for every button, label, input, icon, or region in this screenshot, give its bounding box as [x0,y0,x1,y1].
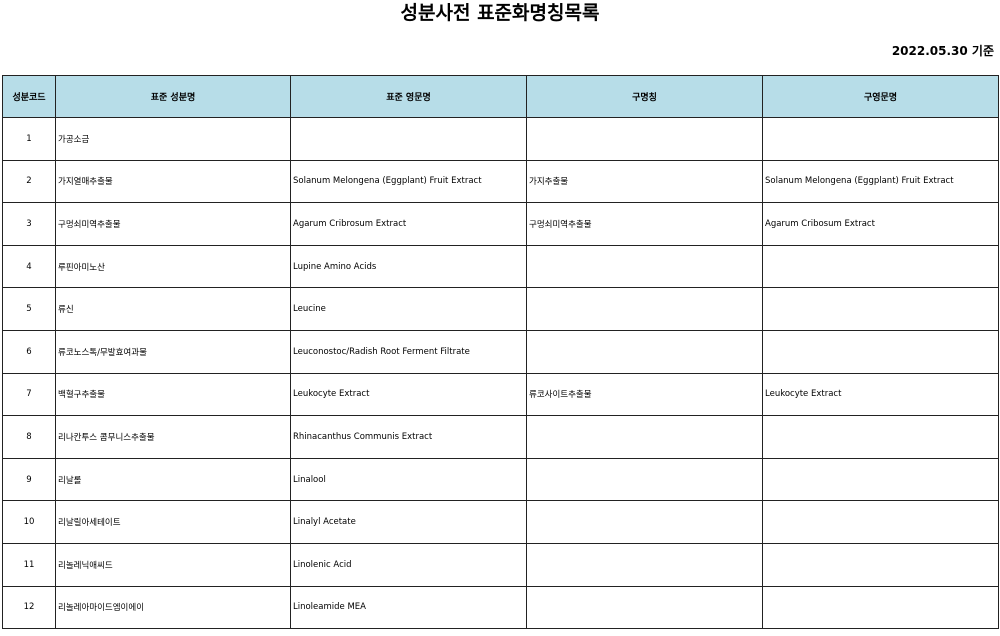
table-row: 8 리나칸투스 콤무니스추출물 Rhinacanthus Communis Extr… [2,415,999,459]
cell-old-name [526,585,763,630]
cell-standard-name: 구멍쇠미역추출물 [55,202,291,246]
column-header-code: 성분코드 [2,75,56,118]
cell-old-english: Leukocyte Extract [762,372,999,417]
cell-old-name [526,287,763,331]
cell-standard-name: 루핀아미노산 [55,244,291,289]
table-row: 11 리놀레닉애씨드 Linolenic Acid [2,542,999,587]
cell-old-name [526,415,763,459]
cell-standard-name: 리나칸투스 콤무니스추출물 [55,415,291,459]
table-row: 2 가지열매추출물 Solanum Melongena (Eggplant) Fru… [2,159,999,204]
cell-old-name: 류코사이트추출물 [526,372,763,417]
table-header-row: 성분코드 표준 성분명 표준 영문명 구명칭 구영문명 [2,75,999,118]
column-header-old-english: 구영문명 [762,75,999,118]
cell-old-english [762,585,999,630]
cell-standard-name: 리놀레닉애씨드 [55,542,291,587]
cell-standard-english: Linoleamide MEA [290,585,527,630]
cell-old-name [526,542,763,587]
table-row: 12 리놀레아마이드엠이에이 Linoleamide MEA [2,585,999,630]
cell-standard-english: Agarum Cribrosum Extract [290,202,527,246]
cell-code: 12 [2,585,56,630]
cell-code: 1 [2,117,56,161]
cell-standard-name: 리날릴아세테이트 [55,500,291,544]
cell-code: 7 [2,372,56,417]
cell-standard-name: 류신 [55,287,291,331]
cell-standard-name: 가공소금 [55,117,291,161]
cell-code: 11 [2,542,56,587]
cell-old-name [526,457,763,502]
cell-old-english: Agarum Cribosum Extract [762,202,999,246]
reference-date: 2022.05.30 기준 [891,44,994,58]
cell-old-english [762,244,999,289]
cell-standard-name: 리날롤 [55,457,291,502]
cell-old-english [762,287,999,331]
cell-old-english [762,542,999,587]
cell-standard-english: Leukocyte Extract [290,372,527,417]
table-row: 1 가공소금 [2,117,999,161]
cell-standard-english: Solanum Melongena (Eggplant) Fruit Extra… [290,159,527,204]
table-row: 7 백혈구추출물 Leukocyte Extract 류코사이트추출물 Leukocyt… [2,372,999,417]
cell-old-name [526,117,763,161]
cell-code: 9 [2,457,56,502]
ingredient-table: 성분코드 표준 성분명 표준 영문명 구명칭 구영문명 1 가공소금 2 가지열매추출… [2,75,999,630]
cell-old-english [762,500,999,544]
table-row: 5 류신 Leucine [2,287,999,331]
table-row: 10 리날릴아세테이트 Linalyl Acetate [2,500,999,544]
cell-old-english [762,457,999,502]
cell-standard-english: Leuconostoc/Radish Root Ferment Filtrate [290,329,527,374]
column-header-old-name: 구명칭 [526,75,763,118]
cell-standard-english [290,117,527,161]
cell-old-english [762,329,999,374]
table-row: 3 구멍쇠미역추출물 Agarum Cribrosum Extract 구멍쇠미역추출… [2,202,999,246]
table-row: 6 류코노스톡/무발효여과물 Leuconostoc/Radish Root Fer… [2,329,999,374]
document-title: 성분사전 표준화명칭목록 [400,2,600,24]
cell-code: 2 [2,159,56,204]
cell-standard-english: Rhinacanthus Communis Extract [290,415,527,459]
cell-code: 10 [2,500,56,544]
cell-old-english [762,415,999,459]
cell-standard-english: Linalyl Acetate [290,500,527,544]
cell-standard-english: Linalool [290,457,527,502]
cell-old-english [762,117,999,161]
cell-standard-name: 백혈구추출물 [55,372,291,417]
cell-standard-english: Linolenic Acid [290,542,527,587]
cell-code: 4 [2,244,56,289]
cell-standard-english: Leucine [290,287,527,331]
cell-old-name: 구멍쇠미역추출물 [526,202,763,246]
cell-code: 8 [2,415,56,459]
cell-old-name [526,500,763,544]
column-header-standard-name: 표준 성분명 [55,75,291,118]
cell-code: 3 [2,202,56,246]
table-row: 4 루핀아미노산 Lupine Amino Acids [2,244,999,289]
cell-old-name: 가지추출물 [526,159,763,204]
cell-standard-name: 가지열매추출물 [55,159,291,204]
cell-standard-english: Lupine Amino Acids [290,244,527,289]
cell-code: 5 [2,287,56,331]
cell-standard-name: 리놀레아마이드엠이에이 [55,585,291,630]
column-header-standard-english: 표준 영문명 [290,75,527,118]
cell-code: 6 [2,329,56,374]
table-row: 9 리날롤 Linalool [2,457,999,502]
cell-old-name [526,244,763,289]
cell-standard-name: 류코노스톡/무발효여과물 [55,329,291,374]
cell-old-english: Solanum Melongena (Eggplant) Fruit Extra… [762,159,999,204]
cell-old-name [526,329,763,374]
